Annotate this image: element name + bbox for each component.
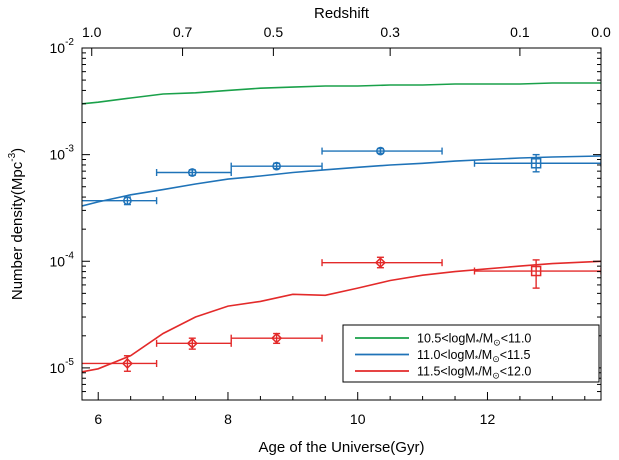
top-axis-title: Redshift: [314, 5, 370, 22]
legend-label-subscript: *: [475, 354, 479, 364]
legend-label-subscript: *: [476, 338, 480, 348]
top-tick-label: 0.5: [264, 24, 284, 40]
series-2-model-line: [82, 155, 601, 207]
top-tick-label: 0.7: [173, 24, 193, 40]
plot-area: [82, 82, 601, 373]
series-1-model-line: [82, 82, 601, 105]
legend-box: [342, 324, 600, 383]
y-axis-title-main: Number density(Mpc: [9, 161, 26, 300]
y-tick-base: 10: [50, 147, 66, 163]
series-3-point-2-marker: [186, 337, 198, 349]
y-axis-title-exponent: -3: [7, 152, 18, 161]
series-3: [82, 256, 601, 373]
series-2: [82, 146, 601, 207]
legend-label-part: /M: [479, 332, 493, 346]
y-tick-label: 10-5: [50, 357, 75, 376]
data-layer: [82, 82, 601, 373]
y-axis-title: Number density(Mpc-3): [7, 148, 26, 300]
y-axis-title-close: ): [9, 148, 26, 153]
legend-label-1: 10.5<logM*/M⊙<11.0: [417, 332, 531, 348]
series-2-point-3-marker: [272, 161, 281, 171]
legend-label-part: 11.5<logM: [417, 365, 475, 379]
legend-label-part: /M: [478, 365, 492, 379]
legend-label-subscript: ⊙: [492, 354, 500, 364]
legend-label-part: 10.5<logM: [417, 332, 476, 346]
y-tick-label: 10-2: [50, 37, 75, 56]
series-1: [82, 82, 601, 105]
y-tick-base: 10: [50, 40, 66, 56]
legend-label-part: <11.0: [501, 332, 532, 346]
legend-label-2: 11.0<logM*/M⊙<11.5: [417, 348, 530, 364]
top-tick-label: 0.1: [510, 24, 530, 40]
y-tick-base: 10: [50, 360, 66, 376]
y-tick-label: 10-3: [50, 144, 75, 163]
x-tick-label: 8: [224, 411, 232, 427]
top-tick-label: 0.3: [380, 24, 400, 40]
legend-label-subscript: ⊙: [493, 338, 501, 348]
plot-frame: [81, 47, 602, 401]
series-2-point-1-marker: [123, 196, 132, 206]
y-tick-exponent: -4: [65, 250, 74, 261]
x-axis-title: Age of the Universe(Gyr): [259, 439, 425, 456]
y-tick-label: 10-4: [50, 250, 75, 269]
legend-label-subscript: *: [475, 371, 479, 381]
series-3-model-line: [82, 260, 601, 373]
series-3-point-3-marker: [271, 332, 283, 344]
series-2-point-4-marker: [376, 146, 385, 156]
series-3-point-1-marker: [121, 357, 133, 370]
x-tick-label: 6: [94, 411, 102, 427]
legend-label-part: <11.5: [500, 348, 531, 362]
tick-layer: 6 8 10 121.0 0.7 0.5 0.3 0.1 0.010-210-310-410-5: [50, 24, 611, 427]
legend-label-3: 11.5<logM*/M⊙<12.0: [417, 365, 531, 381]
y-tick-exponent: -3: [65, 144, 74, 155]
y-tick-base: 10: [50, 253, 66, 269]
top-tick-label: 0.0: [591, 24, 611, 40]
legend-label-part: <12.0: [500, 365, 532, 379]
legend-label-subscript: ⊙: [492, 371, 500, 381]
series-3-point-5-marker: [530, 265, 542, 277]
legend-label-part: 11.0<logM: [417, 348, 475, 362]
y-tick-exponent: -2: [65, 37, 74, 48]
y-tick-exponent: -5: [65, 357, 74, 368]
series-3-point-4-marker: [374, 257, 386, 269]
x-tick-label: 10: [350, 411, 366, 427]
series-2-point-2-marker: [187, 168, 197, 177]
legend: 10.5<logM*/M⊙<11.011.0<logM*/M⊙<11.511.5…: [342, 324, 600, 383]
legend-label-part: /M: [478, 348, 492, 362]
x-tick-label: 12: [480, 411, 496, 427]
top-tick-label: 1.0: [82, 24, 102, 40]
series-2-point-5-marker: [530, 158, 542, 169]
